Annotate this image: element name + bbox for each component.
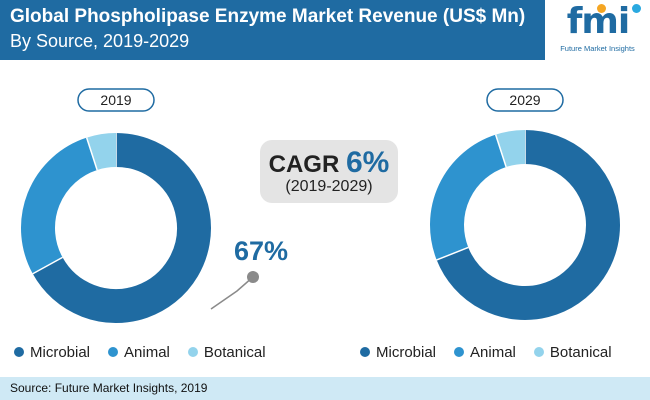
logo-caption: Future Market Insights — [560, 44, 635, 53]
chart-title: Global Phospholipase Enzyme Market Reven… — [10, 6, 526, 27]
source-note: Source: Future Market Insights, 2019 — [10, 381, 208, 395]
legend-label: Animal — [470, 343, 516, 361]
legend-item-botanical: Botanical — [533, 343, 612, 361]
legend-item-botanical: Botanical — [187, 343, 266, 361]
legend-swatch-animal — [108, 347, 119, 357]
callout-line — [210, 276, 254, 310]
cagr-value: 6% — [345, 146, 390, 179]
donut-chart-2019: 2019 — [21, 88, 211, 323]
legend-swatch-botanical — [187, 347, 198, 357]
legend-item-microbial: Microbial — [14, 344, 90, 361]
footer-bar: Source: Future Market Insights, 2019 — [0, 377, 650, 400]
legend-swatch-botanical — [533, 347, 544, 357]
year-pill — [486, 88, 564, 112]
legend-item-animal: Animal — [108, 344, 170, 361]
legend-label: Botanical — [203, 343, 266, 361]
legend-2019: Microbial Animal Botanical — [14, 343, 284, 361]
donut-slice-botanical — [495, 130, 526, 168]
logo-dot-orange — [597, 4, 606, 13]
donut-charts: 2019 2029 — [21, 88, 620, 323]
logo-dot-blue — [632, 4, 641, 13]
callout-leader — [210, 271, 259, 310]
chart-subtitle: By Source, 2019-2029 — [10, 31, 190, 51]
legend-swatch-microbial — [14, 347, 24, 357]
donut-slice-animal — [21, 137, 98, 274]
donut-slice-microbial — [436, 130, 620, 320]
legend-label: Animal — [124, 343, 170, 361]
legend-label: Microbial — [376, 343, 437, 361]
year-pill — [77, 88, 155, 112]
legend-label: Microbial — [30, 343, 91, 361]
slice-separator — [32, 256, 63, 275]
slice-separator — [436, 246, 469, 261]
donut-chart-2029: 2029 — [430, 88, 620, 320]
legend-item-animal: Animal — [454, 344, 516, 361]
fmi-logo: fmi Future Market Insights — [545, 0, 650, 60]
legend-swatch-animal — [454, 347, 465, 357]
donut-slice-animal — [430, 134, 507, 260]
header-banner: Global Phospholipase Enzyme Market Reven… — [0, 0, 650, 60]
slice-separator — [85, 137, 98, 171]
callout-dot — [247, 271, 259, 283]
microbial-share-label: 67% — [234, 236, 289, 266]
donut-slice-botanical — [86, 133, 117, 171]
donut-slice-microbial — [32, 133, 211, 323]
year-label: 2029 — [509, 92, 540, 108]
slice-separator — [494, 134, 507, 168]
cagr-label: CAGR — [268, 151, 340, 178]
cagr-box: CAGR 6% (2019-2029) — [260, 140, 398, 203]
legend-swatch-microbial — [360, 347, 370, 357]
legend-label: Botanical — [549, 343, 612, 361]
legend-item-microbial: Microbial — [360, 344, 436, 361]
cagr-period: (2019-2029) — [285, 178, 373, 195]
cagr-heading: CAGR 6% — [260, 146, 398, 180]
legend-2029: Microbial Animal Botanical — [360, 343, 630, 361]
year-label: 2019 — [100, 92, 131, 108]
